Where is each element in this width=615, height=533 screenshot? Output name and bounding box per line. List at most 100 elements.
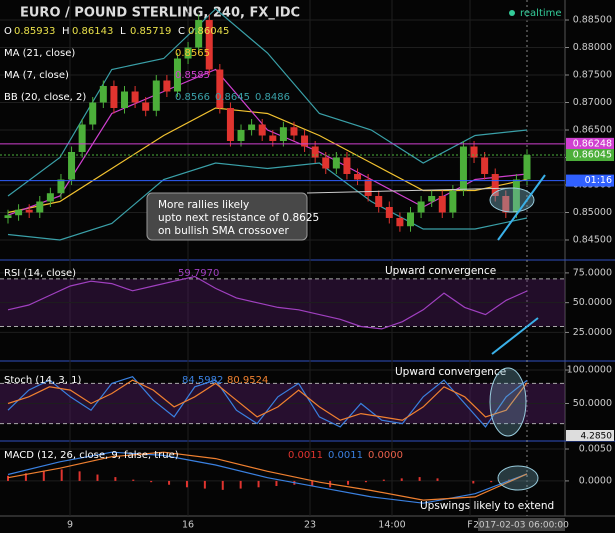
x-badge <box>478 518 565 531</box>
candle-body <box>332 157 340 169</box>
pane-title: MACD (12, 26, close, 9, false, true) <box>4 450 179 461</box>
ohlc-value: 0.85719 <box>130 26 171 37</box>
study-value: 0.8565 <box>175 48 210 59</box>
candle-body <box>89 102 97 125</box>
x-tick-label: 16 <box>182 520 194 531</box>
candle-body <box>364 179 372 196</box>
candle-body <box>417 201 425 213</box>
candle-body <box>195 20 203 48</box>
candle-body <box>258 124 266 136</box>
annotation-line: on bullish SMA crossover <box>158 225 290 237</box>
stoch-line <box>7 379 528 421</box>
pane-value: 84.5982 <box>182 375 223 386</box>
candle-body <box>428 195 436 202</box>
candle-body <box>226 108 234 141</box>
candle-body <box>184 47 192 59</box>
trend-line <box>306 187 516 194</box>
price-badge <box>566 137 614 150</box>
annotation-line: upto next resistance of 0.8625 <box>158 212 319 224</box>
x-tick-label: 2017-02-03 06:00:00 <box>473 521 569 531</box>
candle-body <box>131 91 139 103</box>
candle-body <box>523 155 531 180</box>
x-tick-label: 14:00 <box>378 520 405 531</box>
y-tick-label: 0.86500 <box>573 125 612 136</box>
y-tick-label: 0.0050 <box>579 444 612 455</box>
annotation: Upswings likely to extend <box>420 500 554 512</box>
ohlc-label: H <box>62 26 70 37</box>
pane-title: RSI (14, close) <box>4 268 76 279</box>
y-tick-label: 0.85000 <box>573 207 612 218</box>
candle-body <box>481 157 489 174</box>
annotation-line: More rallies likely <box>158 199 249 211</box>
study-value: 0.8566 <box>175 92 210 103</box>
arrow <box>491 317 539 355</box>
study-value: 0.8585 <box>175 70 210 81</box>
x-tick-label: 23 <box>304 520 316 531</box>
candle-body <box>279 127 287 141</box>
candle-body <box>15 209 23 216</box>
candle-body <box>470 146 478 158</box>
pane-value: 59.7970 <box>178 268 219 279</box>
ohlc-value: 0.86045 <box>188 26 229 37</box>
candle-body <box>237 130 245 141</box>
candle-body <box>438 195 446 213</box>
y-tick-label: 0.84500 <box>573 234 612 245</box>
y-tick-label: 0.87500 <box>573 70 612 81</box>
candle-body <box>301 135 309 147</box>
candle-body <box>142 102 150 111</box>
arrow <box>497 174 546 241</box>
candle-body <box>449 190 457 213</box>
candle-body <box>110 86 118 109</box>
layout <box>0 0 615 517</box>
price-badge <box>566 174 614 187</box>
candle-body <box>163 80 171 92</box>
rsi-line <box>7 275 528 330</box>
candle-body <box>290 127 298 136</box>
stoch-badge <box>566 430 614 441</box>
price-badge-label: 0.86045 <box>573 150 612 161</box>
pane-title: Stoch (14, 3, 1) <box>4 375 81 386</box>
candle-body <box>491 173 499 196</box>
candle-body <box>46 193 54 202</box>
study-name: BB (20, close, 2) <box>4 92 86 103</box>
price-badge-label: 0.86248 <box>573 138 612 149</box>
indicator-line <box>7 162 528 241</box>
candle-body <box>459 146 467 191</box>
pane-value: 0.0011 <box>288 450 323 461</box>
highlight <box>497 465 539 491</box>
indicator-line <box>7 8 528 197</box>
macd-line <box>7 451 528 501</box>
y-tick-label: 50.0000 <box>573 398 612 409</box>
stoch-line <box>7 376 528 428</box>
y-tick-label: 0.87000 <box>573 97 612 108</box>
candle-body <box>354 173 362 180</box>
study-value: 0.8486 <box>255 92 290 103</box>
candle-body <box>248 124 256 130</box>
ohlc-value: 0.85933 <box>14 26 55 37</box>
candle-body <box>68 151 76 180</box>
candle-body <box>375 195 383 207</box>
candle-body <box>121 91 129 109</box>
status: realtime <box>520 8 562 19</box>
highlight <box>489 367 527 437</box>
candle-body <box>343 157 351 174</box>
status-dot <box>509 10 515 16</box>
candle-body <box>57 179 65 194</box>
pane-value: 0.0011 <box>328 450 363 461</box>
y-tick-label: 75.0000 <box>573 267 612 278</box>
candle-body <box>99 86 107 103</box>
ohlc-label: L <box>120 26 126 37</box>
candle-body <box>385 206 393 218</box>
candle-body <box>322 157 330 169</box>
candle-body <box>205 20 213 70</box>
y-tick-label: 0.88000 <box>573 42 612 53</box>
chart-title: EURO / POUND STERLING, 240, FX_IDC <box>20 6 300 21</box>
ohlc-value: 0.86143 <box>72 26 113 37</box>
pane-value: 80.9524 <box>227 375 268 386</box>
price-badge <box>566 149 614 162</box>
candle-body <box>152 80 160 111</box>
x-tick-label: 9 <box>67 520 73 531</box>
candle-body <box>502 195 510 213</box>
stoch-badge-label: 4.2850 <box>581 432 613 442</box>
